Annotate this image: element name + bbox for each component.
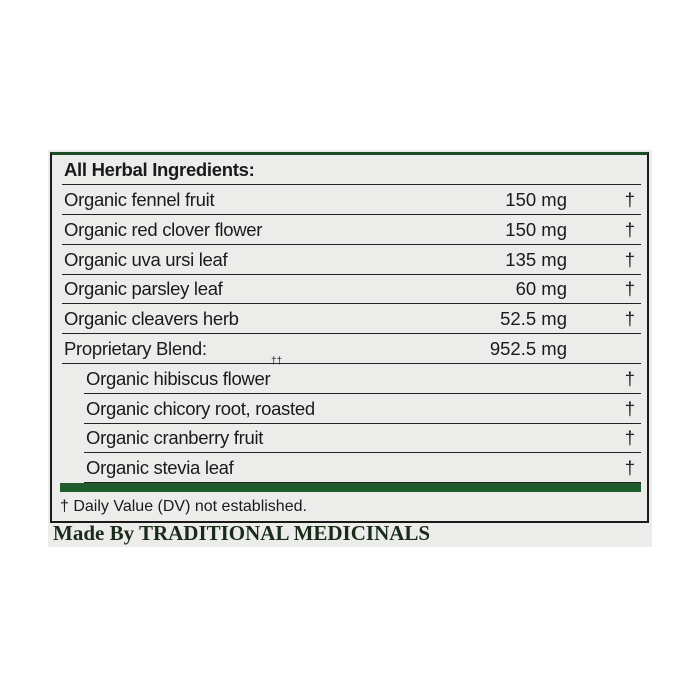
ingredient-name: Organic red clover flower bbox=[64, 218, 263, 240]
ingredient-name: Organic uva ursi leaf bbox=[64, 248, 228, 270]
ingredient-row: Organic parsley leaf 60 mg † bbox=[62, 274, 641, 305]
ingredient-row: Organic red clover flower 150 mg † bbox=[62, 215, 641, 245]
ingredients-header: All Herbal Ingredients: bbox=[62, 155, 641, 185]
dagger-mark: † bbox=[624, 189, 635, 210]
dagger-mark: † bbox=[624, 248, 635, 270]
dagger-mark: † bbox=[624, 278, 635, 300]
ingredients-panel: All Herbal Ingredients: Organic fennel f… bbox=[50, 152, 649, 523]
ingredient-row: Organic fennel fruit 150 mg † bbox=[62, 185, 641, 215]
supplement-label bbox=[48, 150, 652, 547]
ingredient-row: Organic stevia leaf † bbox=[84, 453, 641, 484]
ingredient-amount: 135 mg bbox=[505, 248, 567, 270]
ingredient-amount: 150 mg bbox=[505, 189, 567, 210]
manufacturer: Made By TRADITIONAL MEDICINALS bbox=[53, 521, 431, 545]
ingredient-amount: 60 mg bbox=[515, 278, 567, 300]
ingredient-name: Organic stevia leaf bbox=[86, 457, 234, 479]
ingredient-name: Organic chicory root, roasted bbox=[86, 397, 315, 419]
green-divider-bar bbox=[60, 483, 641, 492]
ingredient-row: Organic cranberry fruit † bbox=[84, 423, 641, 454]
dagger-mark: † bbox=[624, 427, 635, 449]
ingredient-row: Proprietary Blend: 952.5 mg bbox=[62, 334, 641, 364]
dagger-mark: † bbox=[624, 218, 635, 240]
ingredient-row: Organic hibiscus flower †† † bbox=[84, 356, 641, 394]
ingredient-amount: 52.5 mg bbox=[500, 308, 567, 330]
ingredient-name: Organic hibiscus flower bbox=[86, 367, 271, 389]
header-text: All Herbal Ingredients: bbox=[64, 159, 255, 180]
ingredient-amount: 952.5 mg bbox=[489, 338, 567, 359]
dagger-mark: † bbox=[624, 397, 635, 419]
ingredient-name: Organic parsley leaf bbox=[64, 278, 223, 300]
ingredient-name: Proprietary Blend: bbox=[64, 338, 207, 359]
ingredient-row: Organic uva ursi leaf 135 mg † bbox=[62, 245, 641, 275]
dagger-mark: † bbox=[624, 457, 635, 479]
ingredient-amount: 150 mg bbox=[505, 218, 567, 240]
dagger-mark: † bbox=[624, 308, 635, 330]
ingredient-name: Organic cleavers herb bbox=[64, 308, 239, 330]
ingredient-row: Organic chicory root, roasted † bbox=[84, 394, 641, 424]
ingredient-row: Organic cleavers herb 52.5 mg † bbox=[62, 304, 641, 335]
dagger-mark: † bbox=[624, 367, 635, 389]
footnote: † Daily Value (DV) not established. bbox=[60, 498, 307, 515]
ingredient-name: Organic cranberry fruit bbox=[86, 427, 264, 449]
ingredient-name: Organic fennel fruit bbox=[64, 189, 215, 210]
